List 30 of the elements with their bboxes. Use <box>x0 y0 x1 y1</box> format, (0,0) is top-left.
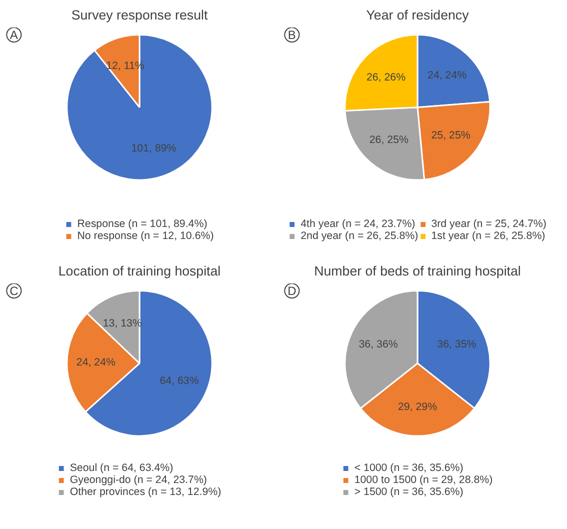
text: C <box>10 284 19 298</box>
legend-label: Response (n = 101, 89.4%) <box>77 218 208 230</box>
chart-title: Year of residency <box>366 8 470 22</box>
chart-title: Survey response result <box>71 8 208 22</box>
data-label: 24, 24% <box>76 356 116 369</box>
data-label: 25, 25% <box>431 129 471 142</box>
legend-label: Gyeonggi-do (n = 24, 23.7%) <box>70 474 207 486</box>
legend-label: 1000 to 1500 (n = 29, 28.8%) <box>354 474 493 486</box>
chart-title: Location of training hospital <box>58 264 221 278</box>
data-label: 26, 26% <box>366 71 406 84</box>
data-label: 36, 35% <box>437 338 477 350</box>
data-label: 24, 24% <box>428 69 468 82</box>
data-label: 26, 25% <box>369 134 410 146</box>
legend-label: 1st year (n = 26, 25.8%) <box>431 230 546 242</box>
legend-label: 4th year (n = 24, 23.7%) <box>300 218 416 230</box>
text: B <box>288 28 296 42</box>
text: D <box>288 284 297 298</box>
data-label: 36, 36% <box>358 338 398 350</box>
text: A <box>10 28 18 42</box>
legend-label: 3rd year (n = 25, 24.7%) <box>431 218 546 230</box>
legend-label: Seoul (n = 64, 63.4%) <box>70 462 174 474</box>
data-label: 29, 29% <box>398 400 438 413</box>
legend-label: No response (n = 12, 10.6%) <box>77 230 214 242</box>
legend-label: < 1000 (n = 36, 35.6%) <box>354 462 464 474</box>
chart-title: Number of beds of training hospital <box>314 264 521 278</box>
legend-label: Other provinces (n = 13, 12.9%) <box>70 486 222 498</box>
data-label: 101, 89% <box>131 142 177 154</box>
data-label: 64, 63% <box>160 375 200 388</box>
legend-label: 2nd year (n = 26, 25.8%) <box>300 230 418 242</box>
legend-label: > 1500 (n = 36, 35.6%) <box>354 486 464 498</box>
